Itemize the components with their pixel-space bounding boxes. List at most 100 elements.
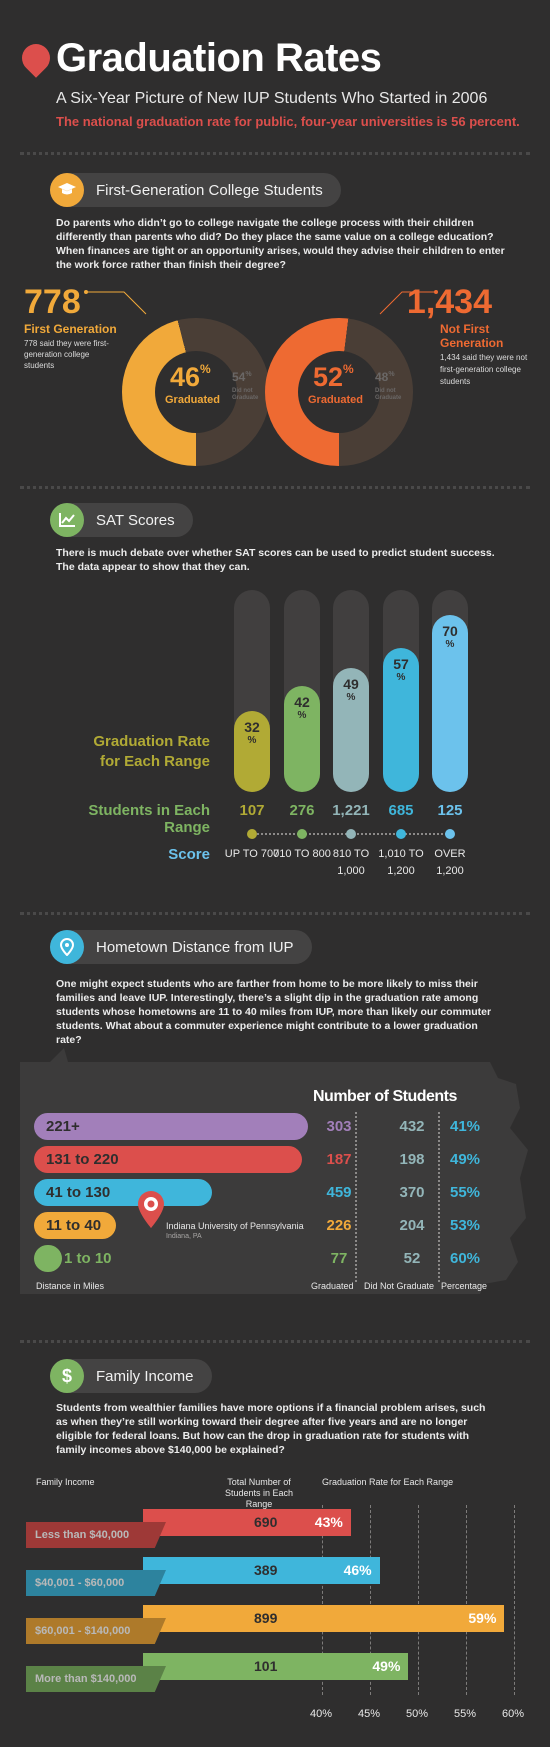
income-rate: 46% [343,1562,372,1578]
sat-bar-label: 57% [393,656,409,683]
income-range-ribbon: $60,001 - $140,000 [26,1618,166,1644]
distance-caption: Distance in Miles [36,1281,105,1291]
income-students-count: 101 [254,1658,278,1674]
divider [20,1340,530,1343]
grid-line [370,1505,371,1695]
sat-dot [247,829,257,839]
x-tick-label: 50% [406,1708,429,1720]
sat-students-count: 276 [289,802,315,819]
income-range-label: $40,001 - $60,000 [35,1577,125,1589]
first-gen-other-label: Did not Graduate [232,388,259,401]
sat-bar: 70% [432,615,468,792]
graduation-percentage: 49% [449,1151,481,1168]
graduated-count: 187 [326,1151,352,1168]
income-bar [143,1653,409,1680]
not-graduated-count: 198 [399,1151,425,1168]
col-rate: Graduation Rate for Each Range [322,1477,454,1487]
distance-label: 1 to 10 [64,1250,112,1267]
first-gen-donut [122,318,270,466]
sat-text: There is much debate over whether SAT sc… [56,547,495,573]
percentage-caption: Percentage [441,1281,488,1291]
sat-students-count: 1,221 [332,802,370,819]
income-range-ribbon: $40,001 - $60,000 [26,1570,166,1596]
sat-students-count: 125 [437,802,463,819]
not-first-gen-other-pct: 48% [375,370,395,384]
graduated-caption: Graduated [311,1281,354,1291]
income-bar [143,1557,380,1584]
grid-line [466,1505,467,1695]
sat-bar: 32% [234,711,270,792]
not-first-gen-grad-pct: 52% [313,362,354,392]
first-gen-other-pct: 54% [232,370,252,384]
sat-dot [346,829,356,839]
graduated-count: 303 [326,1118,352,1135]
first-gen-desc: 778 said they were first-generation coll… [24,339,109,370]
logo-mark [16,38,56,78]
x-tick-label: 40% [310,1708,333,1720]
income-range-label: $60,001 - $140,000 [35,1625,131,1637]
sat-bar: 57% [383,648,419,792]
not-first-gen-count: 1,434 [406,283,492,321]
graduated-count: 226 [326,1217,352,1234]
sat-score-range: 710 TO 800 [273,848,331,860]
sat-rate-label: Graduation Rate for Each Range [93,733,210,770]
sat-dot [445,829,455,839]
section-sat-heading: SAT Scores [50,503,193,537]
graduation-percentage: 41% [449,1118,481,1135]
graduation-cap-icon [50,173,84,207]
not-graduated-count: 204 [399,1217,425,1234]
section-income-heading: $ Family Income [50,1359,212,1393]
graduation-percentage: 53% [449,1217,481,1234]
income-range-label: Less than $40,000 [35,1529,130,1541]
sat-bar-label: 70% [442,623,458,650]
sat-students-label: Students in Each Range [88,802,210,836]
sat-score-range: UP TO 700 [224,848,280,860]
sat-bar-label: 49% [343,676,359,703]
first-gen-text: Do parents who didn’t go to college navi… [56,217,505,271]
not-graduated-count: 432 [399,1118,425,1135]
income-range-ribbon: Less than $40,000 [26,1522,166,1548]
first-gen-count: 778 [24,283,81,321]
section-first-gen-heading: First-Generation College Students [50,173,341,207]
distance-bar [34,1245,62,1272]
distance-bar: 41 to 130 [34,1179,212,1206]
sat-dot [396,829,406,839]
location-pin-icon [50,930,84,964]
graduated-count: 459 [326,1184,352,1201]
income-range-ribbon: More than $140,000 [26,1666,166,1692]
x-tick-label: 60% [502,1708,525,1720]
not-graduated-caption: Did Not Graduate [364,1281,435,1291]
iup-name: Indiana University of Pennsylvania [166,1221,304,1231]
distance-bar: 221+ [34,1113,308,1140]
number-of-students-heading: Number of Students [313,1088,457,1105]
not-first-gen-label: Not First Generation [440,322,504,350]
line-chart-icon [50,503,84,537]
income-students-count: 389 [254,1562,278,1578]
not-first-gen-desc: 1,434 said they were not first-generatio… [440,353,528,386]
sat-dot [297,829,307,839]
iup-pin-icon [136,1190,166,1235]
graduated-count: 77 [330,1250,348,1267]
income-students-count: 899 [254,1610,278,1626]
distance-label: 41 to 130 [46,1184,111,1201]
sat-score-label: Score [168,846,210,863]
iup-place: Indiana, PA [166,1233,202,1240]
income-students-count: 690 [254,1514,278,1530]
income-bar [143,1509,351,1536]
hometown-text: One might expect students who are farthe… [56,978,492,1046]
income-text: Students from wealthier families have mo… [56,1402,486,1456]
section-hometown-heading: Hometown Distance from IUP [50,930,312,964]
sat-score-range: 810 TO 1,000 [332,848,370,877]
col-total: Total Number of Students in Each Range [224,1477,294,1509]
distance-label: 11 to 40 [46,1217,102,1234]
graduation-percentage: 60% [449,1250,481,1267]
income-range-label: More than $140,000 [35,1673,137,1685]
page-subtitle: A Six-Year Picture of New IUP Students W… [56,90,488,107]
distance-label: 131 to 220 [46,1151,119,1168]
sat-bar: 42% [284,686,320,792]
divider [20,152,530,155]
income-bar [143,1605,505,1632]
grid-line [418,1505,419,1695]
income-rate: 43% [314,1514,343,1530]
page-title: Graduation Rates [56,36,382,80]
